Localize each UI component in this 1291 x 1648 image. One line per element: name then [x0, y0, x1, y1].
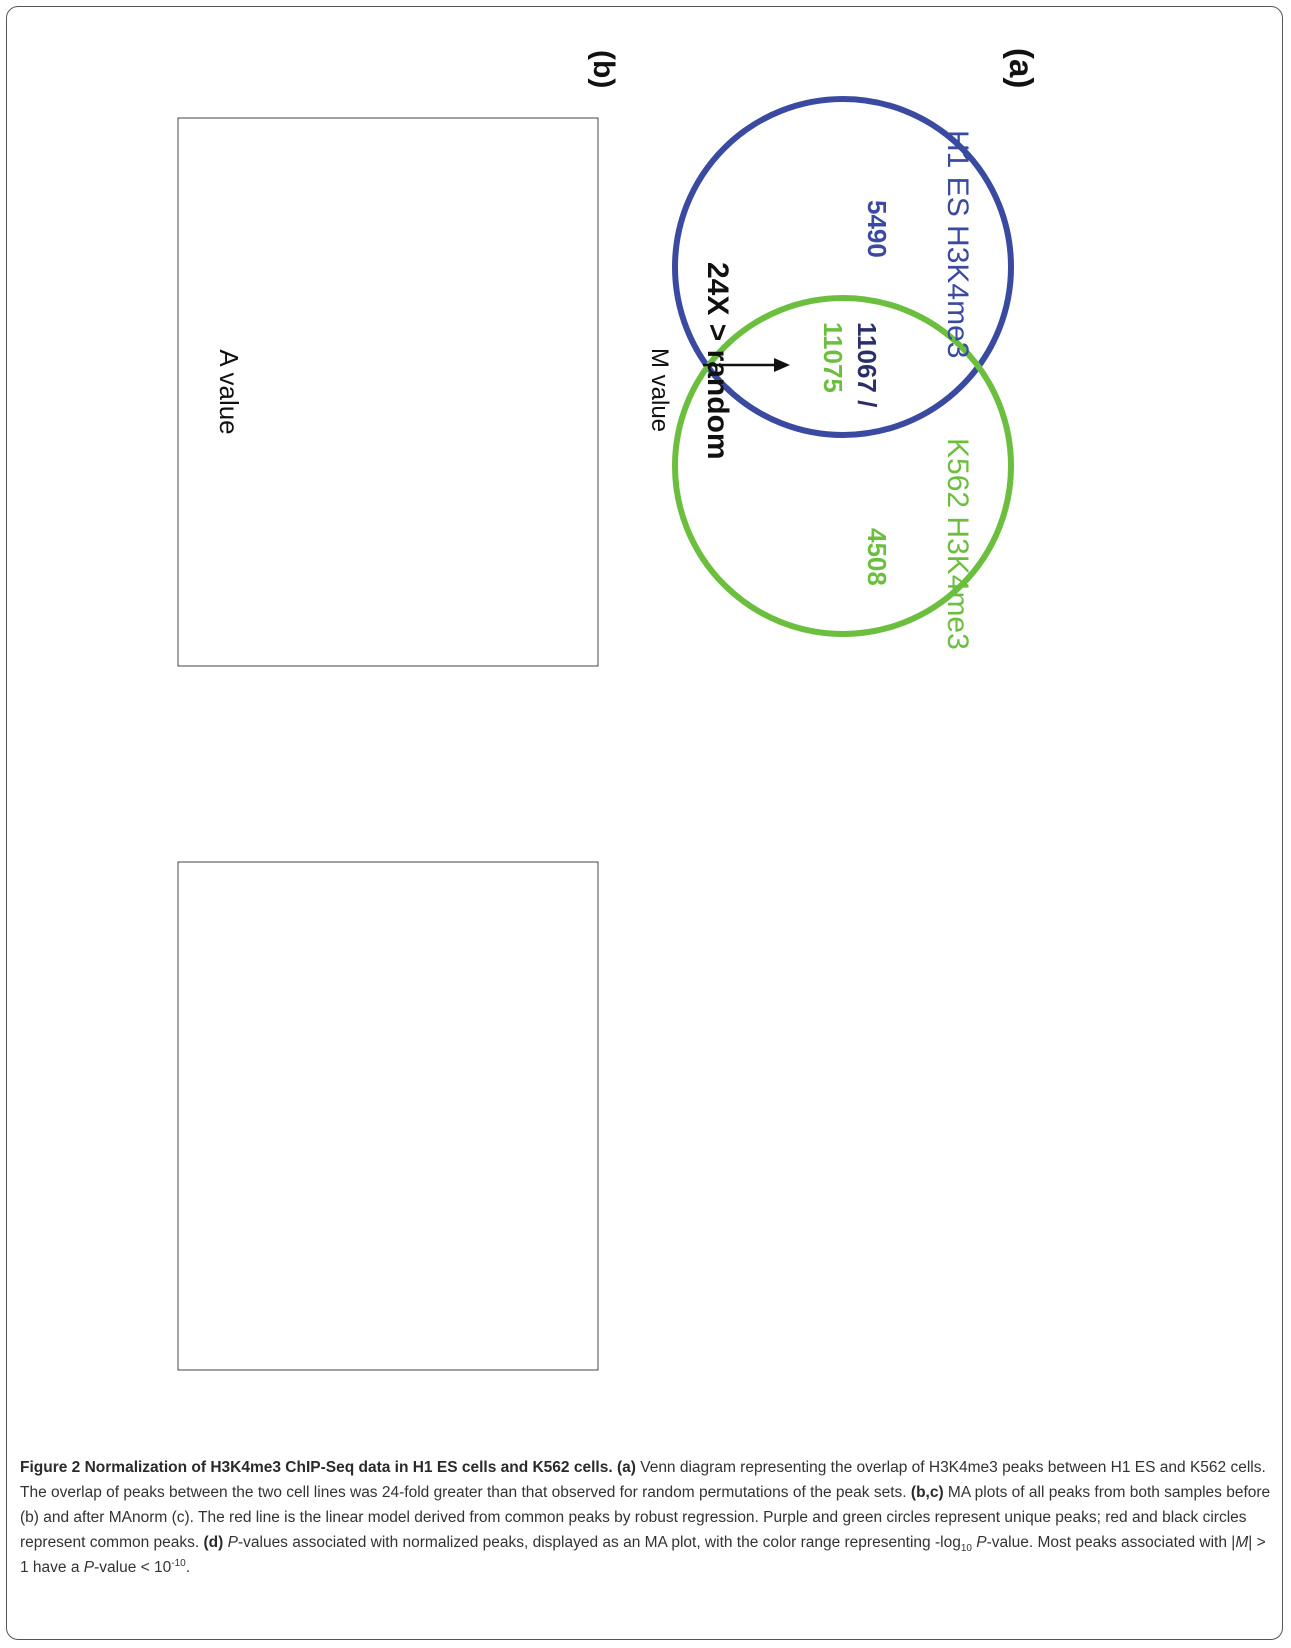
figure-frame — [6, 6, 1283, 1640]
caption-d-p2: P — [976, 1534, 987, 1551]
venn-label-k562: K562 H3K4me3 — [941, 438, 974, 650]
caption-title: Figure 2 Normalization of H3K4me3 ChIP-S… — [20, 1459, 613, 1476]
venn-count-k562-only: 4508 — [862, 528, 892, 586]
venn-diagram: (a) H1 ES H3K4me3 K562 H3K4me3 5490 1106… — [672, 48, 1040, 650]
caption-d-p: P — [227, 1534, 238, 1551]
caption-d-sup: -10 — [171, 1557, 186, 1569]
caption-bc-label: (b,c) — [910, 1484, 944, 1501]
caption-d-text3: | > 1 have a — [20, 1534, 1266, 1576]
ma-plot-before: (b) M value A value — [177, 50, 673, 667]
xlabel-b: A value — [214, 349, 244, 434]
caption-d-m: M — [1235, 1534, 1249, 1551]
caption-a-text: Venn diagram representing the overlap of… — [20, 1459, 1266, 1501]
venn-circle-h1 — [672, 96, 1014, 438]
caption-d-end: . — [185, 1559, 191, 1576]
ylabel-b: M value — [646, 348, 673, 432]
caption-d-text1: -values associated with normalized peaks… — [237, 1534, 961, 1551]
venn-arrowhead — [774, 358, 790, 372]
caption-d-label: (d) — [203, 1534, 224, 1551]
caption-d-text2: -value. Most peaks associated with | — [986, 1534, 1236, 1551]
plot-area-b — [177, 117, 599, 667]
venn-label-h1: H1 ES H3K4me3 — [941, 130, 974, 358]
caption-d-sub: 10 — [960, 1543, 972, 1555]
panel-label-b: (b) — [587, 50, 620, 88]
ma-plot-after — [177, 861, 599, 1371]
figure-caption: Figure 2 Normalization of H3K4me3 ChIP-S… — [20, 1455, 1275, 1580]
caption-d-text4: -value < 10 — [94, 1559, 172, 1576]
panel-label-a: (a) — [1003, 48, 1040, 88]
caption-d-p3: P — [83, 1559, 95, 1576]
venn-count-h1-only: 5490 — [862, 200, 892, 258]
plot-area-c — [177, 861, 599, 1371]
venn-count-overlap-h1: 11067 / — [852, 322, 882, 407]
caption-bc-text: MA plots of all peaks from both samples … — [20, 1484, 1271, 1551]
caption-a-label: (a) — [616, 1459, 636, 1476]
venn-annotation: 24X > random — [701, 262, 734, 460]
venn-circle-k562 — [672, 295, 1014, 637]
figure-panels: (a) H1 ES H3K4me3 K562 H3K4me3 5490 1106… — [177, 48, 1040, 1371]
venn-count-overlap-k562: 11075 — [818, 322, 848, 393]
